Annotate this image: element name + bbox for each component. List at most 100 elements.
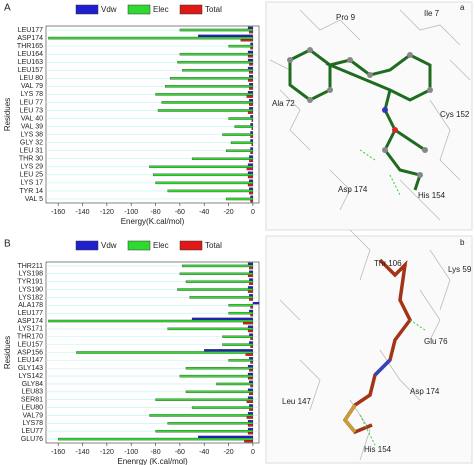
bar xyxy=(250,199,254,203)
bar xyxy=(157,109,254,112)
bar xyxy=(249,380,254,384)
bar xyxy=(191,406,254,409)
bar xyxy=(252,301,260,305)
bar xyxy=(250,384,254,388)
bar xyxy=(245,353,254,356)
legend-label: Elec xyxy=(153,241,169,250)
legend-label: Total xyxy=(205,5,222,14)
bar xyxy=(251,143,254,147)
bar xyxy=(165,85,254,88)
bar xyxy=(185,390,254,394)
bar xyxy=(250,337,254,341)
residue-label: Pro 9 xyxy=(336,13,356,22)
x-axis-label: Enenrgy (K.cal/mol) xyxy=(117,457,188,465)
y-tick-label: LYS198 xyxy=(19,271,43,278)
bar xyxy=(222,133,254,136)
residue-label: Ala 72 xyxy=(272,99,295,108)
y-tick-label: LYS171 xyxy=(19,326,43,333)
bar xyxy=(191,317,254,321)
bar xyxy=(247,91,254,94)
y-tick-label: ASP156 xyxy=(17,349,43,356)
y-tick-label: THR170 xyxy=(17,334,43,341)
legend-swatch xyxy=(127,4,151,15)
bar xyxy=(155,93,254,96)
bar xyxy=(246,416,254,419)
panel-label: B xyxy=(4,239,11,250)
ligand-atoms xyxy=(287,47,433,178)
bar xyxy=(149,414,254,417)
x-tick-label: -40 xyxy=(199,209,209,216)
bar xyxy=(169,77,254,80)
residue-label: Leu 147 xyxy=(282,397,311,406)
bar xyxy=(247,325,254,328)
bar xyxy=(250,42,254,46)
bar xyxy=(249,298,254,301)
x-tick-label: -60 xyxy=(175,209,185,216)
bar xyxy=(249,404,254,407)
legend-swatch xyxy=(179,4,203,15)
bar xyxy=(179,374,254,378)
x-tick-label: -20 xyxy=(224,449,234,456)
y-tick-label: LEU80 xyxy=(22,404,44,411)
bar xyxy=(191,157,254,160)
bar xyxy=(179,52,254,56)
panel-label: b xyxy=(460,238,465,247)
bar xyxy=(247,424,254,427)
bar xyxy=(58,437,254,441)
y-tick-label: LEU 80 xyxy=(20,75,43,82)
bar xyxy=(247,274,254,278)
y-tick-label: LYS182 xyxy=(19,294,43,301)
residue-label: Lys 59 xyxy=(448,265,472,274)
bar xyxy=(247,175,254,179)
bar xyxy=(249,266,254,270)
legend-swatch xyxy=(127,240,151,251)
bar xyxy=(249,333,254,336)
y-tick-label: LEU 31 xyxy=(20,148,43,155)
bar xyxy=(249,159,254,163)
y-tick-label: THR211 xyxy=(17,263,43,270)
bar xyxy=(249,369,254,372)
x-tick-label: -160 xyxy=(51,209,65,216)
y-tick-label: VAL79 xyxy=(23,412,44,419)
nitrogen-atom xyxy=(382,107,388,113)
x-tick-label: -60 xyxy=(175,449,185,456)
bar xyxy=(247,388,254,391)
x-tick-label: -120 xyxy=(100,449,114,456)
bar xyxy=(48,36,254,40)
y-tick-label: SER81 xyxy=(21,397,43,404)
bar xyxy=(249,282,254,285)
bar xyxy=(247,420,254,423)
legend-label: Elec xyxy=(153,5,169,14)
bar xyxy=(228,311,254,315)
y-tick-label: ALA178 xyxy=(18,302,43,309)
bar xyxy=(249,87,254,90)
bar xyxy=(247,412,254,415)
y-tick-label: LEU 73 xyxy=(20,107,43,114)
bar xyxy=(247,432,254,435)
bar xyxy=(244,439,254,443)
hbond xyxy=(359,319,426,446)
bar xyxy=(197,435,254,439)
residue-label: Glu 76 xyxy=(424,337,448,346)
residue-label: Cys 152 xyxy=(440,110,470,119)
legend-swatch xyxy=(75,240,99,251)
bar xyxy=(249,294,254,297)
bar xyxy=(204,349,254,352)
y-tick-label: LYS 78 xyxy=(21,91,44,98)
residue-sticks xyxy=(269,9,471,221)
bar xyxy=(249,179,254,182)
bar xyxy=(167,422,254,425)
legend-swatch xyxy=(179,240,203,251)
bar xyxy=(250,345,254,348)
bar xyxy=(228,359,254,362)
x-tick-label: 0 xyxy=(251,209,255,216)
bar xyxy=(247,262,254,266)
bar xyxy=(249,99,254,102)
bar xyxy=(155,181,254,185)
y-tick-label: LYS 38 xyxy=(21,131,44,138)
residue-label: His 154 xyxy=(364,445,392,454)
bar xyxy=(155,398,254,401)
bar xyxy=(222,343,254,346)
x-tick-label: -140 xyxy=(76,209,90,216)
